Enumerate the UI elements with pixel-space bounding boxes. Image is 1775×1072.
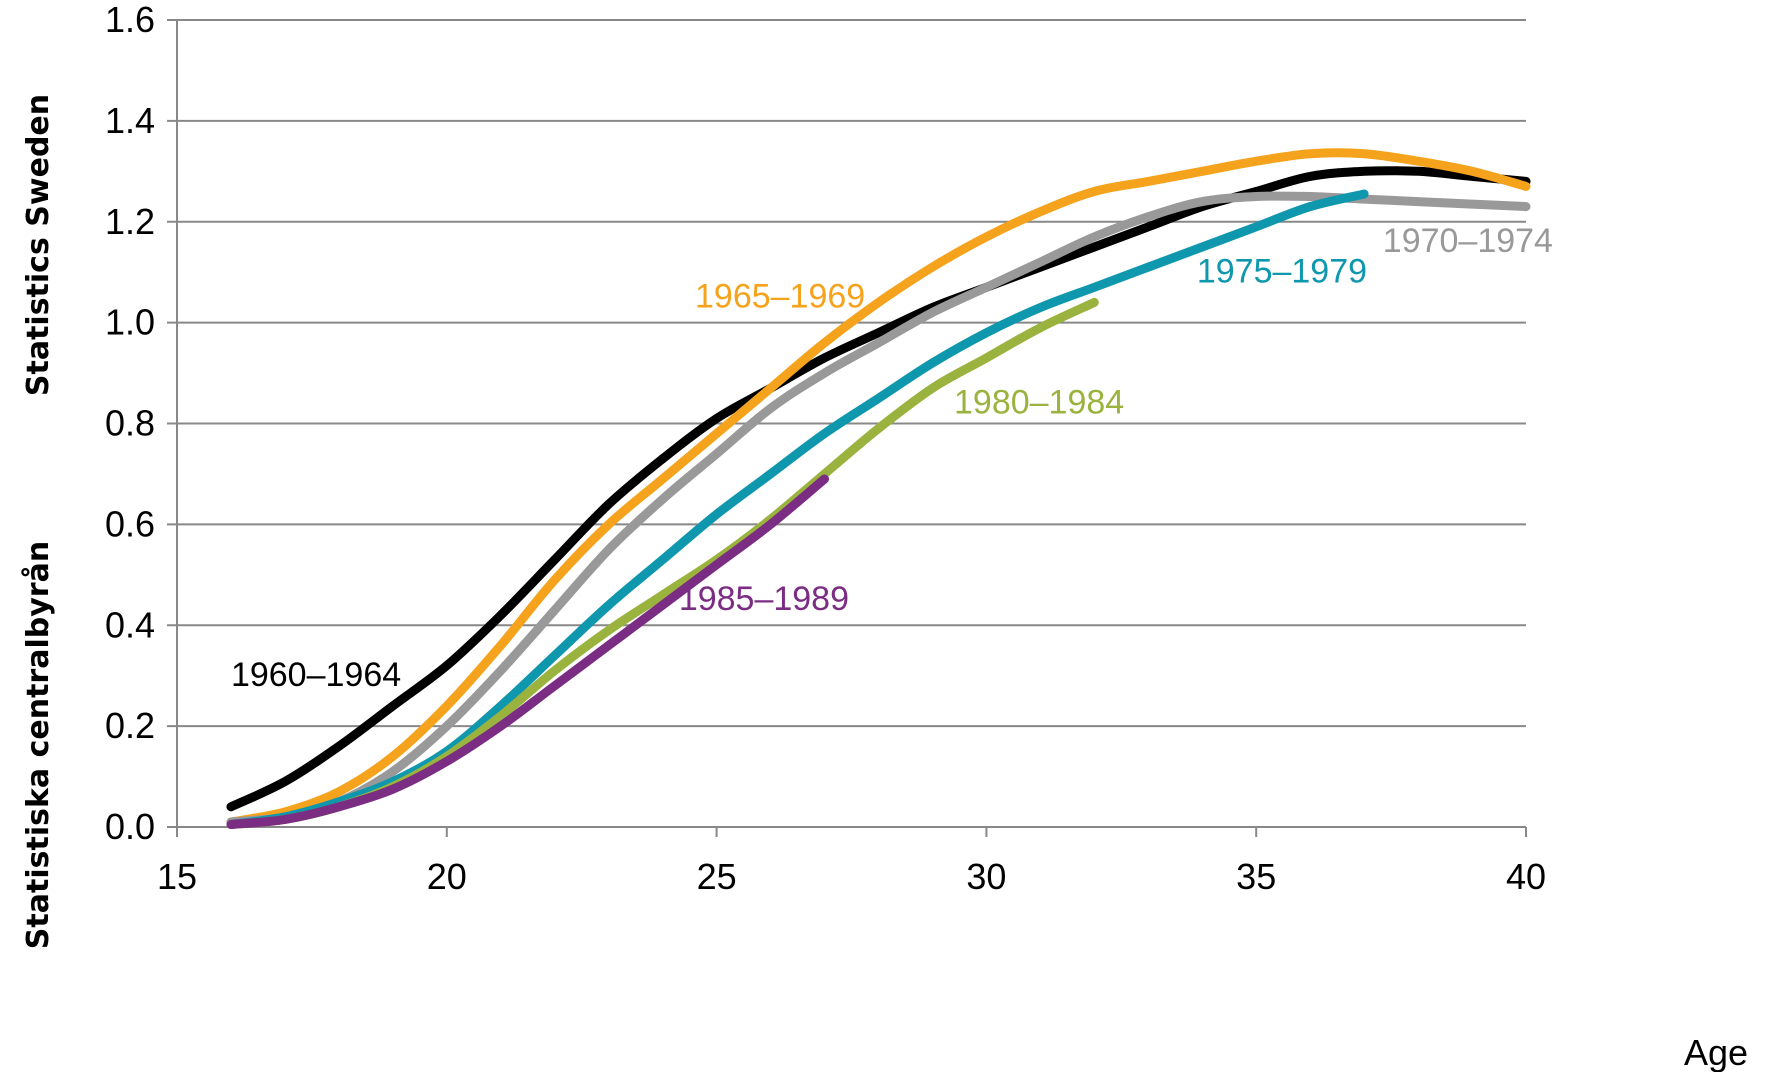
y-tick-label: 1.0 — [105, 302, 155, 343]
series-label-1975-1979: 1975–1979 — [1197, 252, 1367, 290]
x-tick-label: 20 — [427, 856, 467, 897]
x-tick-label: 25 — [697, 856, 737, 897]
y-tick-label: 0.4 — [105, 604, 155, 645]
x-tick-label: 15 — [157, 856, 197, 897]
y-tick-label: 1.4 — [105, 100, 155, 141]
series-line-1985-1989 — [226, 474, 829, 829]
series-label-1960-1964: 1960–1964 — [231, 656, 401, 694]
grid-lines — [177, 19, 1526, 728]
series-label-1985-1989: 1985–1989 — [679, 580, 849, 618]
series-labels: 1960–1964 1965–1969 1970–1974 1975–1979 1980… — [231, 222, 1553, 694]
series-line-1965-1969 — [226, 148, 1531, 827]
y-tick-label: 1.6 — [105, 0, 155, 40]
y-tick-label: 0.2 — [105, 705, 155, 746]
y-tick-label: 0.0 — [105, 806, 155, 847]
x-axis-title: Age — [1684, 1032, 1748, 1072]
series-line-1960-1964 — [226, 166, 1531, 812]
side-label-lower: Statistiska centralbyrån — [20, 541, 56, 949]
axes: 0.0 0.2 0.4 0.6 0.8 1.0 1.2 1.4 1.6 15 20 25 30 35 40 — [105, 0, 1546, 897]
y-tick-label: 0.8 — [105, 403, 155, 444]
x-tick-label: 30 — [966, 856, 1006, 897]
side-label-upper: Statistics Sweden — [21, 94, 56, 396]
series-label-1965-1969: 1965–1969 — [695, 277, 865, 315]
series-lines — [226, 148, 1531, 829]
x-tick-label: 35 — [1236, 856, 1276, 897]
series-label-1970-1974: 1970–1974 — [1383, 222, 1553, 260]
y-tick-label: 0.6 — [105, 503, 155, 544]
series-label-1980-1984: 1980–1984 — [954, 383, 1124, 421]
y-tick-label: 1.2 — [105, 201, 155, 242]
series-line-1970-1974 — [226, 191, 1531, 827]
x-tick-label: 40 — [1506, 856, 1546, 897]
